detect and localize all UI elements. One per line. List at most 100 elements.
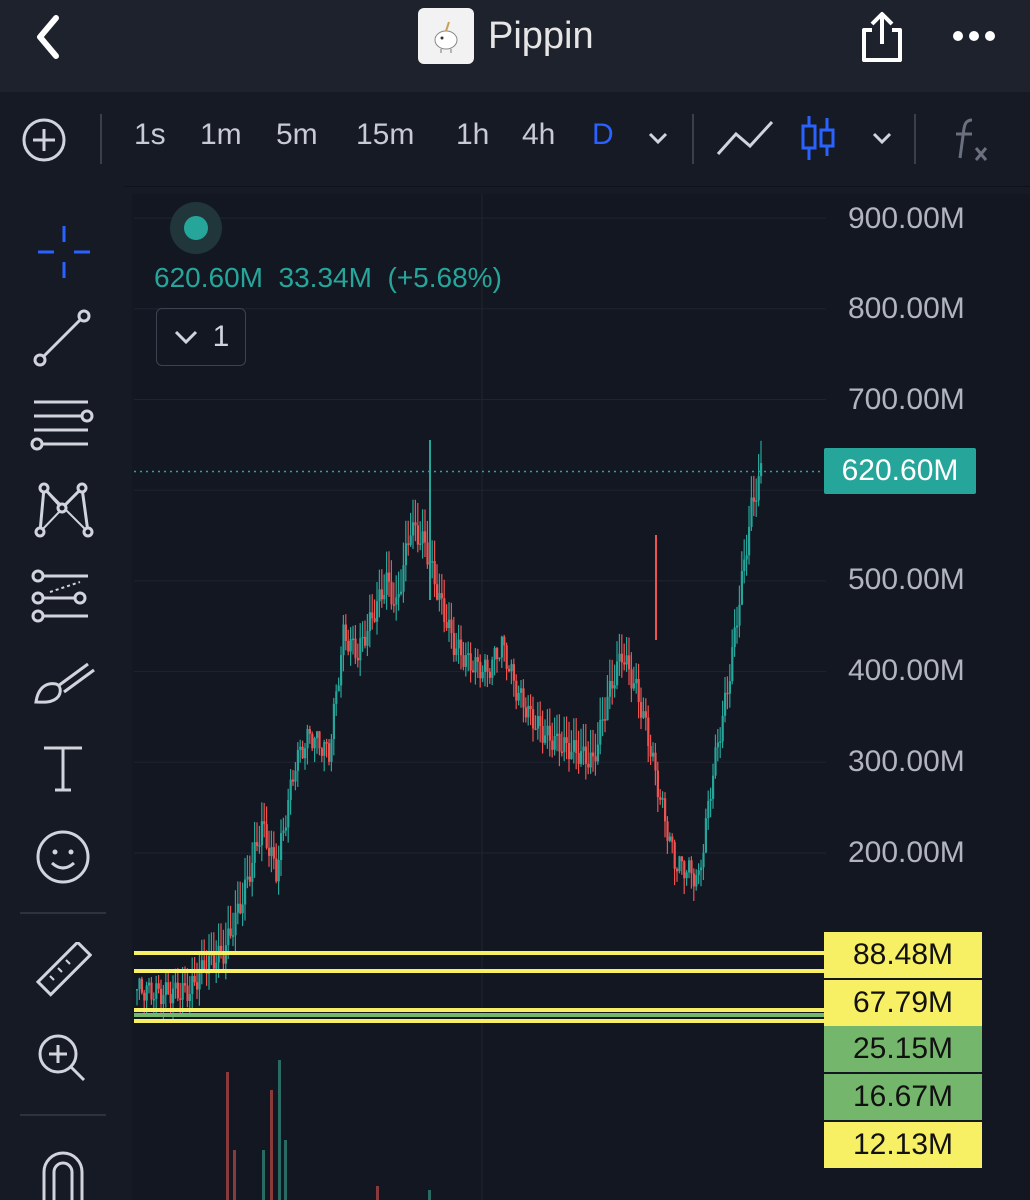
candle-body <box>580 751 583 764</box>
candle-body <box>289 779 292 801</box>
emoji-icon[interactable] <box>34 828 92 886</box>
candle-body <box>647 717 650 747</box>
candle-body <box>738 604 741 626</box>
magnet-icon[interactable] <box>38 1146 88 1200</box>
candle-body <box>164 982 167 995</box>
candle-body <box>344 624 347 641</box>
interval-15m[interactable]: 15m <box>356 118 415 151</box>
candle-body <box>635 679 638 684</box>
back-button[interactable] <box>30 12 70 62</box>
pattern-xabcd-icon[interactable] <box>32 480 94 540</box>
panel-divider <box>20 1114 106 1116</box>
candle-body <box>167 982 170 995</box>
add-indicator-icon[interactable] <box>20 116 68 164</box>
candle-body <box>436 584 439 600</box>
candle-body <box>364 636 367 646</box>
legend-change: 33.34M <box>278 262 372 293</box>
candle-body <box>325 742 328 744</box>
candle-body <box>690 860 693 874</box>
candle-body <box>445 622 448 628</box>
line-chart-icon[interactable] <box>716 118 774 158</box>
crosshair-icon[interactable] <box>34 222 94 282</box>
fib-retracement-icon[interactable] <box>30 568 94 624</box>
candle-body <box>143 992 146 1001</box>
candle-body <box>347 640 350 652</box>
candle-body <box>304 748 307 759</box>
interval-1h[interactable]: 1h <box>456 118 490 151</box>
candle-body <box>584 746 587 764</box>
price-level-tag: 67.79M <box>824 980 982 1026</box>
interval-5m[interactable]: 5m <box>276 118 318 151</box>
candle-body <box>726 692 729 695</box>
candle-body <box>256 842 259 846</box>
candle-body <box>452 633 455 656</box>
candle-body <box>212 954 215 969</box>
candle-body <box>412 522 415 536</box>
ruler-icon[interactable] <box>32 942 92 1002</box>
candle-body <box>671 836 674 843</box>
candle-body <box>292 779 295 782</box>
toolbar-divider <box>100 114 102 164</box>
volume-bar <box>226 1072 229 1200</box>
candle-body <box>203 960 206 972</box>
candle-body <box>599 719 602 745</box>
candle-body <box>709 798 712 801</box>
candle-body <box>524 707 527 718</box>
candle-body <box>721 715 724 742</box>
level-line-yellow <box>134 951 824 955</box>
zoom-in-icon[interactable] <box>34 1030 90 1086</box>
interval-4h[interactable]: 4h <box>522 118 556 151</box>
legend-price: 620.60M <box>154 262 263 293</box>
interval-dropdown-chevron-icon[interactable] <box>646 128 670 148</box>
candlestick-icon[interactable] <box>800 112 836 164</box>
more-button[interactable] <box>952 28 996 44</box>
candle-body <box>148 982 151 986</box>
brush-icon[interactable] <box>32 658 96 710</box>
candle-body <box>654 752 657 771</box>
candle-body <box>421 531 424 544</box>
candle-body <box>498 657 501 660</box>
candle-body <box>683 861 686 879</box>
candle-body <box>390 581 393 605</box>
candle-body <box>162 994 165 1005</box>
text-tool-icon[interactable] <box>40 742 86 794</box>
candle-body <box>472 670 475 673</box>
candle-body <box>284 827 287 831</box>
candle-body <box>642 711 645 718</box>
candle-body <box>553 736 556 750</box>
interval-1m[interactable]: 1m <box>200 118 242 151</box>
candle-body <box>342 624 345 656</box>
candle-body <box>664 798 667 822</box>
parallel-lines-icon[interactable] <box>30 396 94 452</box>
candle-body <box>558 733 561 752</box>
interval-1s[interactable]: 1s <box>134 118 166 151</box>
trend-line-icon[interactable] <box>32 308 92 368</box>
candle-body <box>352 638 355 641</box>
candle-body <box>707 800 710 819</box>
candle-body <box>258 845 261 847</box>
candle-body <box>652 752 655 757</box>
candle-body <box>270 847 273 856</box>
candle-body <box>714 747 717 776</box>
candle-body <box>589 752 592 768</box>
candle-body <box>678 856 681 872</box>
candle-body <box>649 746 652 757</box>
panel-divider <box>20 912 106 914</box>
function-fx-icon[interactable] <box>950 114 990 164</box>
candle-body <box>505 645 508 669</box>
share-icon <box>862 12 902 62</box>
candle-body <box>299 746 302 750</box>
candle-body <box>181 983 184 1000</box>
candle-body <box>582 746 585 752</box>
candle-body <box>263 821 266 825</box>
candle-body <box>349 639 352 652</box>
interval-D[interactable]: D <box>592 118 614 151</box>
candle-body <box>332 703 335 740</box>
candle-body <box>752 497 755 502</box>
share-button[interactable] <box>858 10 906 64</box>
candle-body <box>508 668 511 672</box>
candle-body <box>241 904 244 914</box>
indicator-collapse-button[interactable]: 1 <box>156 308 246 366</box>
chart-type-dropdown-chevron-icon[interactable] <box>870 128 894 148</box>
